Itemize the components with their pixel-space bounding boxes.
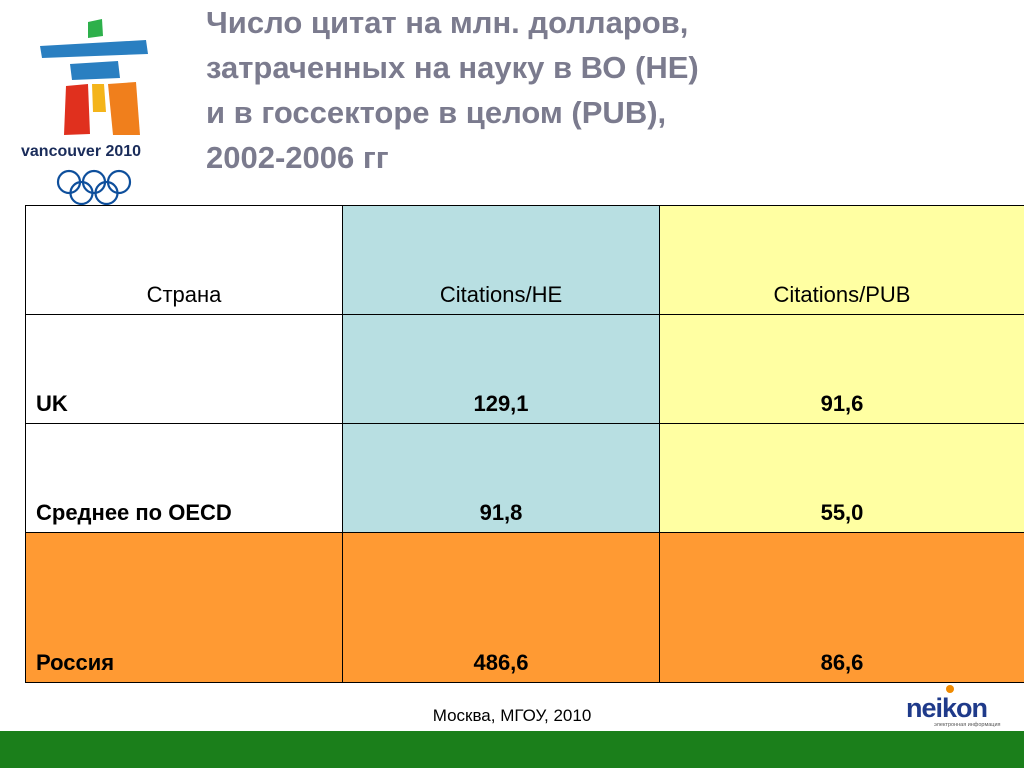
row-pub-value: 91,6 [659,314,1024,424]
brand-name: neikon [906,693,987,723]
inukshuk-icon [40,19,148,135]
title-line-4: 2002-2006 гг [206,140,389,175]
row-country: Россия [25,532,343,683]
row-he-value: 486,6 [342,532,660,683]
row-pub-value: 86,6 [659,532,1024,683]
row-country: Среднее по OECD [25,423,343,533]
row-he-value: 129,1 [342,314,660,424]
bottom-bar [0,731,1024,768]
logo-text: vancouver 2010 [21,143,141,160]
table-header-row: Страна Citations/HE Citations/PUB [25,205,1024,315]
footer-text: Москва, МГОУ, 2010 [432,706,592,725]
slide-title: Число цитат на млн. долларов, затраченны… [206,0,1006,180]
brand-tagline: электронная информация [934,722,1001,728]
table-row: Россия 486,6 86,6 [25,532,1024,683]
olympic-rings-icon [56,169,132,206]
title-line-2: затраченных на науку в ВО (HE) [206,50,699,85]
title-line-1: Число цитат на млн. долларов, [206,5,689,40]
logo-dot-icon [946,685,954,693]
citations-table: Страна Citations/HE Citations/PUB UK 129… [25,205,1024,683]
header-country: Страна [25,205,343,315]
neikon-logo: neikon электронная информация [906,685,1001,728]
header-citations-he: Citations/HE [342,205,660,315]
table-row: Среднее по OECD 91,8 55,0 [25,423,1024,533]
row-he-value: 91,8 [342,423,660,533]
row-pub-value: 55,0 [659,423,1024,533]
row-country: UK [25,314,343,424]
title-line-3: и в госсекторе в целом (PUB), [206,95,667,130]
header-citations-pub: Citations/PUB [659,205,1024,315]
vancouver-2010-logo: vancouver 2010 [21,19,148,206]
table-row: UK 129,1 91,6 [25,314,1024,424]
